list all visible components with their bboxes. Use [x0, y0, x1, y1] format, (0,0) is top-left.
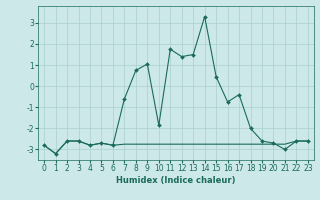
- X-axis label: Humidex (Indice chaleur): Humidex (Indice chaleur): [116, 176, 236, 185]
